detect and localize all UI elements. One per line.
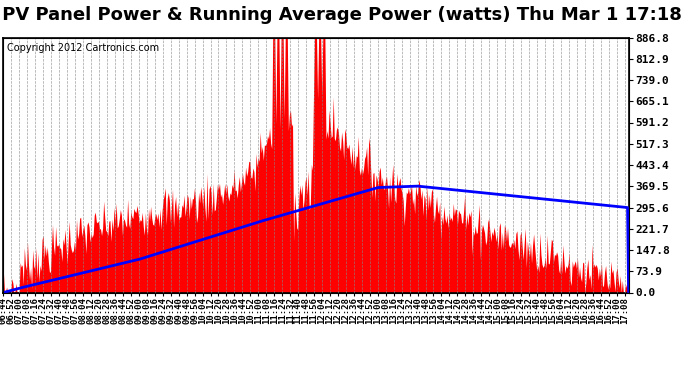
Text: Copyright 2012 Cartronics.com: Copyright 2012 Cartronics.com — [7, 43, 159, 52]
Text: Total PV Panel Power & Running Average Power (watts) Thu Mar 1 17:18: Total PV Panel Power & Running Average P… — [0, 6, 682, 24]
